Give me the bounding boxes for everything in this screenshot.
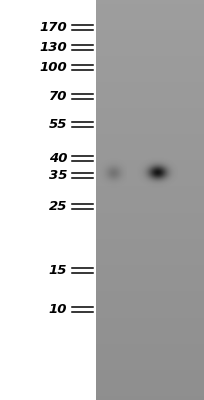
Text: 35: 35 [49, 169, 67, 182]
Text: 100: 100 [40, 61, 67, 74]
Text: 40: 40 [49, 152, 67, 165]
Text: 15: 15 [49, 264, 67, 277]
Text: 170: 170 [40, 21, 67, 34]
Text: 10: 10 [49, 303, 67, 316]
Text: 25: 25 [49, 200, 67, 213]
Text: 55: 55 [49, 118, 67, 131]
Text: 130: 130 [40, 41, 67, 54]
Text: 70: 70 [49, 90, 67, 103]
